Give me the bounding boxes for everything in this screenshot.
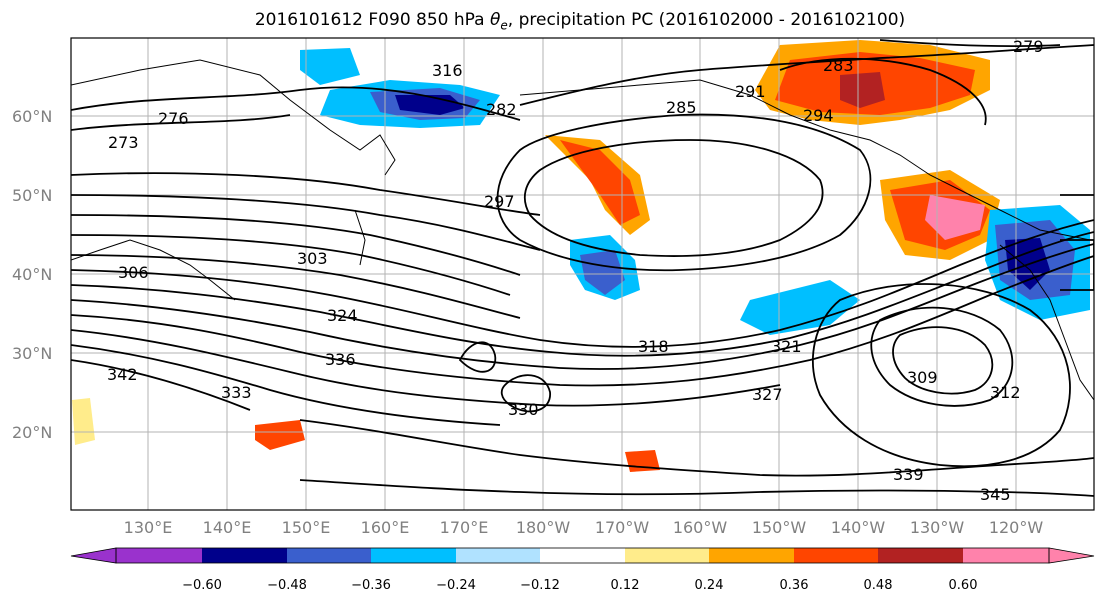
colorbar-cell [963, 548, 1049, 563]
colorbar-cell [625, 548, 709, 563]
colorbar-tick-label: −0.36 [351, 578, 391, 593]
contour-label: 336 [325, 350, 356, 369]
contour-label: 303 [297, 249, 328, 268]
lat-label: 60°N [12, 107, 52, 126]
colorbar-tick-label: 0.24 [695, 578, 724, 593]
colorbar-cells [116, 548, 1049, 563]
contour-label: 345 [980, 485, 1011, 504]
colorbar-under-arrow [70, 547, 117, 564]
contour-label: 324 [327, 306, 358, 325]
colorbar-cell [540, 548, 625, 563]
colorbar-tick-label: −0.48 [267, 578, 307, 593]
colorbar-tick-label: 0.36 [780, 578, 809, 593]
map-frame [70, 37, 1095, 511]
contour-label: 309 [907, 368, 938, 387]
lat-label: 30°N [12, 344, 52, 363]
colorbar-cell [287, 548, 371, 563]
theta-e-contours [71, 39, 1094, 497]
colorbar-cell [371, 548, 456, 563]
lon-label: 150°E [282, 518, 331, 537]
contour-label: 312 [990, 383, 1021, 402]
contour-label: 291 [735, 82, 766, 101]
latitude-labels: 20°N 30°N 40°N 50°N 60°N [12, 107, 52, 442]
contour-label: 342 [107, 365, 138, 384]
contour-label: 273 [108, 133, 139, 152]
lon-label: 130°W [910, 518, 965, 537]
colorbar-tick-label: −0.12 [520, 578, 560, 593]
contour-label: 283 [823, 56, 854, 75]
colorbar-tick-label: 0.48 [864, 578, 893, 593]
colorbar-tick-label: −0.60 [182, 578, 222, 593]
lon-label: 140°W [831, 518, 886, 537]
contour-label: 282 [486, 100, 517, 119]
lon-label: 160°E [361, 518, 410, 537]
lon-label: 180°W [516, 518, 571, 537]
contour-label: 294 [803, 106, 834, 125]
colorbar-tick-label: 0.60 [949, 578, 978, 593]
contour-label: 279 [1013, 37, 1044, 56]
colorbar: −0.60 −0.48 −0.36 −0.24 −0.12 0.12 0.24 … [70, 547, 1095, 593]
colorbar-cell [456, 548, 540, 563]
colorbar-cell [116, 548, 202, 563]
colorbar-cell [794, 548, 878, 563]
contour-label: 285 [666, 98, 697, 117]
lon-label: 140°E [203, 518, 252, 537]
contour-label: 316 [432, 61, 463, 80]
contour-label-group: 273 276 279 282 283 285 291 294 297 303 … [107, 37, 1044, 504]
map-plot-area: 273 276 279 282 283 285 291 294 297 303 … [71, 37, 1094, 510]
colorbar-frame [115, 547, 1050, 564]
colorbar-cell [709, 548, 794, 563]
colorbar-cell [202, 548, 287, 563]
lat-label: 50°N [12, 186, 52, 205]
colorbar-tick-label: −0.24 [436, 578, 476, 593]
lon-label: 130°E [124, 518, 173, 537]
map-title: 2016101612 F090 850 hPa θe, precipitatio… [254, 10, 906, 33]
graticule [71, 38, 1094, 510]
contour-label: 333 [221, 383, 252, 402]
lon-label: 170°W [595, 518, 650, 537]
contour-label: 276 [158, 109, 189, 128]
lon-label: 170°E [440, 518, 489, 537]
colorbar-ticks: −0.60 −0.48 −0.36 −0.24 −0.12 0.12 0.24 … [182, 578, 977, 593]
lat-label: 20°N [12, 423, 52, 442]
contour-label: 330 [508, 400, 539, 419]
contour-label: 321 [771, 337, 802, 356]
lat-label: 40°N [12, 265, 52, 284]
lon-label: 150°W [752, 518, 807, 537]
longitude-labels: 130°E 140°E 150°E 160°E 170°E 180°W 170°… [124, 518, 1044, 537]
colorbar-cell [878, 548, 963, 563]
contour-label: 327 [752, 385, 783, 404]
contour-label: 306 [118, 263, 149, 282]
contour-label: 318 [638, 337, 669, 356]
colorbar-tick-label: 0.12 [611, 578, 640, 593]
contour-label: 339 [893, 465, 924, 484]
colorbar-over-arrow [1048, 547, 1095, 564]
contour-label: 297 [484, 192, 515, 211]
lon-label: 160°W [673, 518, 728, 537]
lon-label: 120°W [989, 518, 1044, 537]
